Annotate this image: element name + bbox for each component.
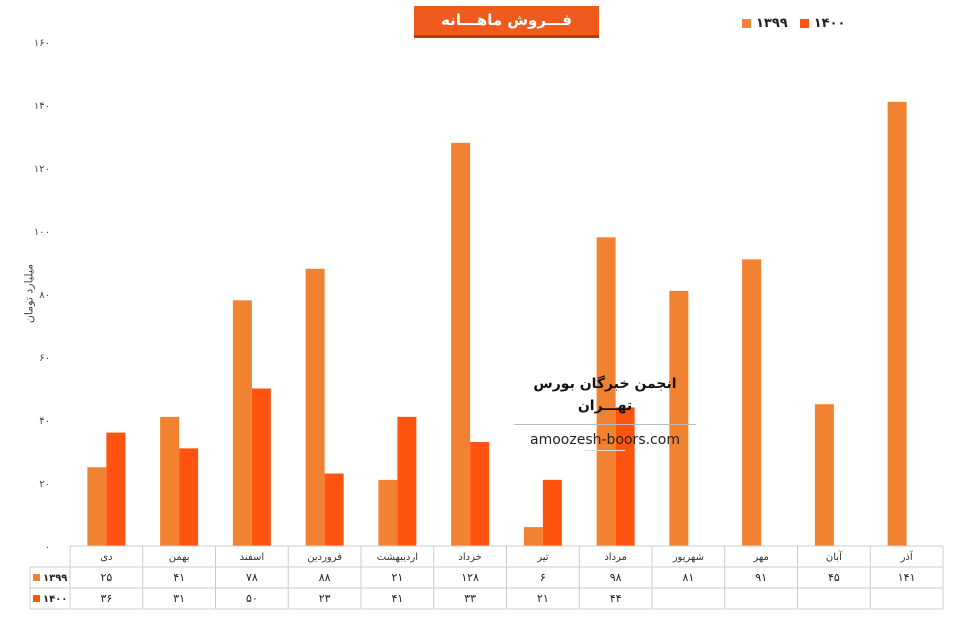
y-axis-ticks: ۰ ۲۰ ۴۰ ۶۰ ۸۰ ۱۰۰ ۱۲۰ ۱۴۰ ۱۶۰ — [34, 38, 50, 553]
chart-title: فـــروش ماهـــانه تاپیکیش — [414, 6, 599, 58]
y-tick-label: ۱۴۰ — [34, 101, 50, 112]
legend: ۱۳۹۹ ۱۴۰۰ — [742, 14, 846, 32]
category-label: دی — [100, 552, 112, 563]
data-label: ۲۳ — [319, 592, 331, 605]
data-label: ۳۳ — [464, 592, 476, 605]
category-label: خرداد — [458, 552, 481, 563]
watermark-url: amoozesh-boors.com — [530, 432, 680, 448]
y-tick-label: ۰ — [45, 542, 50, 553]
bar-۱۳۹۹-0 — [87, 467, 107, 546]
data-label: ۲۱ — [391, 571, 403, 584]
y-tick-label: ۱۶۰ — [34, 38, 50, 49]
data-label: ۵۰ — [246, 592, 258, 605]
legend-item-1399: ۱۳۹۹ — [742, 16, 788, 31]
bar-۱۳۹۹-4 — [378, 479, 398, 546]
bar-۱۳۹۹-2 — [232, 300, 252, 546]
data-label: ۴۱ — [391, 592, 403, 605]
y-tick-label: ۴۰ — [39, 416, 50, 427]
category-label: بهمن — [169, 552, 190, 563]
category-label: مهر — [752, 552, 768, 563]
bar-۱۴۰۰-2 — [251, 388, 271, 546]
table-legend-swatch — [33, 595, 40, 602]
category-label: تیر — [536, 552, 549, 563]
bar-۱۳۹۹-9 — [742, 259, 762, 546]
data-label: ۲۱ — [537, 592, 549, 605]
data-label: ۳۱ — [173, 592, 185, 605]
table-legend-swatch — [33, 574, 40, 581]
bar-۱۳۹۹-1 — [160, 416, 180, 546]
table-series-name: ۱۴۰۰ — [43, 594, 67, 605]
legend-label-1399: ۱۳۹۹ — [756, 15, 788, 31]
category-label: آذر — [900, 550, 914, 563]
data-label: ۲۵ — [100, 571, 112, 584]
table-series-name: ۱۳۹۹ — [43, 573, 67, 584]
bar-۱۳۹۹-10 — [814, 404, 834, 546]
bar-۱۳۹۹-8 — [669, 290, 689, 546]
data-table: دی بهمن اسفند فروردین اردیبهشت خرداد تیر مرداد ش… — [29, 545, 944, 610]
category-label: اردیبهشت — [377, 552, 418, 563]
y-tick-label: ۲۰ — [39, 479, 50, 490]
data-label: ۴۵ — [828, 571, 840, 584]
data-label: ۸۱ — [682, 571, 694, 584]
bar-۱۴۰۰-1 — [179, 448, 199, 546]
legend-swatch-1400 — [799, 18, 809, 28]
data-label: ۹۸ — [610, 571, 622, 584]
bar-۱۴۰۰-6 — [542, 479, 562, 546]
data-label: ۷۸ — [246, 571, 258, 584]
watermark-divider — [514, 424, 696, 425]
data-label: ۴۱ — [173, 571, 185, 584]
y-tick-label: ۱۰۰ — [34, 227, 50, 238]
category-label: آبان — [826, 550, 843, 563]
bars — [87, 101, 907, 547]
watermark: انجمن خبرگان بورس تهـــران amoozesh-boor… — [514, 373, 696, 451]
data-label: ۸۸ — [319, 571, 331, 584]
legend-label-1400: ۱۴۰۰ — [813, 15, 846, 31]
y-tick-label: ۸۰ — [39, 290, 50, 301]
data-label: ۱۲۸ — [461, 571, 479, 584]
bar-۱۳۹۹-3 — [305, 268, 325, 546]
y-tick-label: ۱۲۰ — [34, 164, 50, 175]
bar-۱۳۹۹-7 — [596, 237, 616, 547]
legend-swatch-1399 — [742, 18, 751, 28]
bar-۱۴۰۰-3 — [324, 473, 344, 546]
category-label: اسفند — [240, 552, 264, 563]
data-label: ۹۱ — [755, 571, 767, 584]
category-label: مرداد — [604, 552, 627, 563]
watermark-underline — [585, 450, 625, 451]
bar-۱۴۰۰-5 — [470, 442, 490, 546]
y-tick-label: ۶۰ — [39, 353, 50, 364]
data-label: ۱۴۱ — [898, 571, 916, 584]
category-label: شهریور — [672, 552, 704, 563]
bar-۱۳۹۹-6 — [523, 527, 543, 546]
category-label: فروردین — [307, 552, 342, 563]
watermark-title: انجمن خبرگان بورس تهـــران — [533, 376, 677, 414]
data-label: ۳۶ — [100, 592, 112, 605]
bar-۱۴۰۰-4 — [397, 416, 417, 546]
legend-item-1400: ۱۴۰۰ — [799, 15, 846, 31]
bar-۱۳۹۹-11 — [887, 101, 907, 546]
bar-۱۴۰۰-7 — [615, 407, 635, 546]
data-label: ۴۴ — [610, 592, 622, 605]
bar-۱۳۹۹-5 — [451, 142, 471, 547]
data-label: ۶ — [540, 571, 546, 584]
y-axis-label: میلیارد تومان — [22, 263, 36, 324]
bar-۱۴۰۰-0 — [106, 432, 126, 546]
